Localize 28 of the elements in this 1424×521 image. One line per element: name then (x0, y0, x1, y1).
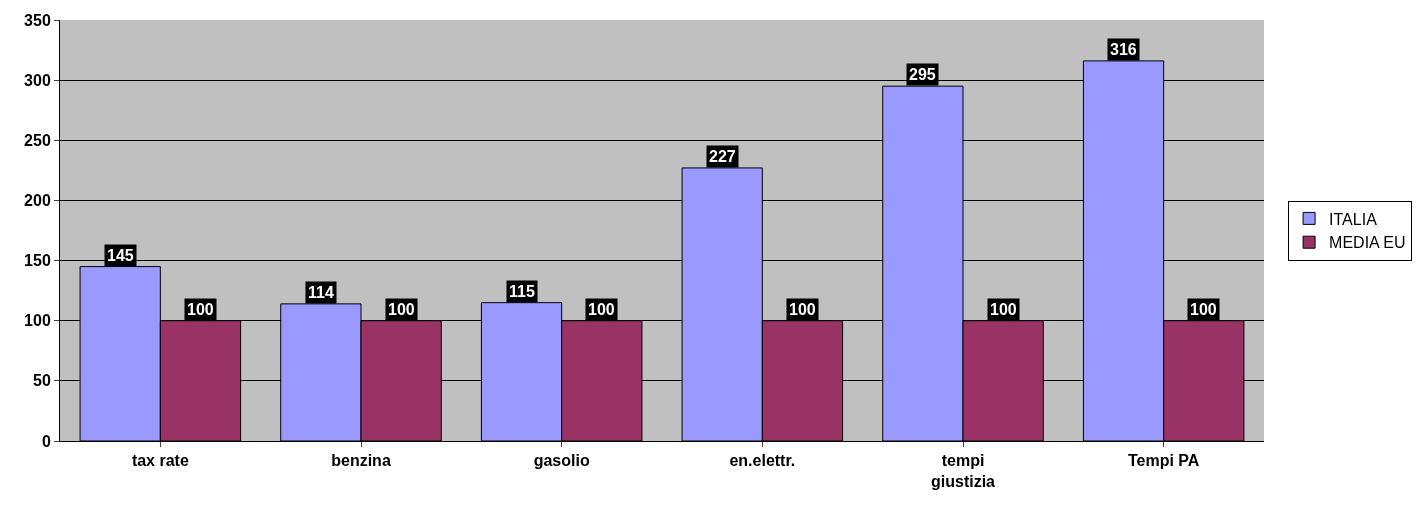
y-tick-label: 100 (24, 312, 51, 330)
x-tick-label: Tempi PA (1127, 452, 1200, 470)
legend-label: ITALIA (1329, 210, 1378, 228)
y-tick-label: 200 (24, 192, 51, 210)
y-tick-label: 150 (24, 252, 51, 270)
y-tick-label: 0 (41, 432, 51, 450)
x-tick-label: en.elettr. (729, 452, 796, 470)
x-tick-label: tax rate (131, 452, 189, 470)
x-tick-label: benzina (331, 452, 391, 470)
data-label: 100 (388, 301, 415, 318)
data-label: 115 (509, 283, 535, 300)
y-tick-label: 250 (24, 131, 51, 149)
data-label: 295 (909, 66, 936, 83)
x-tick-label: gasolio (533, 452, 590, 470)
y-tick-label: 300 (24, 71, 51, 89)
data-label: 100 (588, 301, 615, 318)
data-label: 100 (187, 301, 214, 318)
legend-label: MEDIA EU (1329, 234, 1406, 252)
x-tick-label: tempi giustizia (930, 452, 996, 490)
y-tick-label: 350 (24, 11, 51, 29)
data-label: 316 (1110, 41, 1137, 58)
data-label: 100 (990, 301, 1017, 318)
data-label: 145 (107, 247, 134, 264)
data-label: 227 (709, 148, 736, 165)
data-label: 114 (308, 284, 334, 301)
data-label: 100 (1190, 301, 1217, 318)
y-tick-label: 50 (33, 372, 51, 390)
data-label: 100 (789, 301, 816, 318)
